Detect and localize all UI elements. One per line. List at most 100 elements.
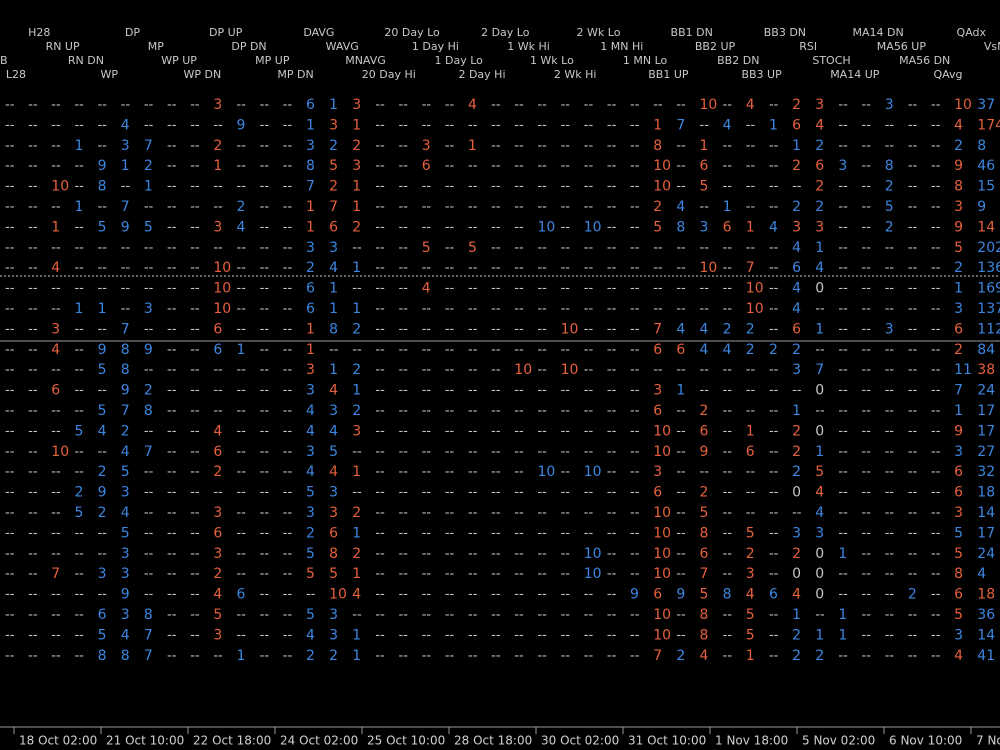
empty-cell: -- <box>190 261 200 276</box>
empty-cell: -- <box>28 546 38 561</box>
signal-value: 7 <box>329 199 338 215</box>
empty-cell: -- <box>746 118 756 133</box>
empty-cell: -- <box>468 628 478 643</box>
empty-cell: -- <box>237 261 247 276</box>
empty-cell: -- <box>352 240 362 255</box>
empty-cell: -- <box>537 98 547 113</box>
signal-value: 7 <box>306 179 315 195</box>
empty-cell: -- <box>422 404 432 419</box>
signal-value: 8 <box>121 362 130 378</box>
empty-cell: -- <box>167 118 177 133</box>
empty-cell: -- <box>5 465 15 480</box>
empty-cell: -- <box>5 118 15 133</box>
empty-cell: -- <box>283 444 293 459</box>
column-header: B <box>0 54 8 67</box>
empty-cell: -- <box>74 179 84 194</box>
empty-cell: -- <box>514 608 524 623</box>
empty-cell: -- <box>769 608 779 623</box>
empty-cell: -- <box>283 179 293 194</box>
empty-cell: -- <box>260 118 270 133</box>
signal-value: 6 <box>723 219 732 235</box>
empty-cell: -- <box>28 98 38 113</box>
signal-value: 3 <box>329 117 338 133</box>
empty-cell: -- <box>561 261 571 276</box>
empty-cell: -- <box>862 240 872 255</box>
signal-value: 3 <box>121 485 130 501</box>
signal-value: 1 <box>352 464 361 480</box>
empty-cell: -- <box>630 98 640 113</box>
empty-cell: -- <box>167 220 177 235</box>
empty-cell: -- <box>723 98 733 113</box>
empty-cell: -- <box>908 485 918 500</box>
empty-cell: -- <box>838 240 848 255</box>
empty-cell: -- <box>422 179 432 194</box>
empty-cell: -- <box>838 322 848 337</box>
empty-cell: -- <box>584 179 594 194</box>
signal-value: 1 <box>746 648 755 664</box>
empty-cell: -- <box>422 200 432 215</box>
empty-cell: -- <box>190 220 200 235</box>
signal-value: 2 <box>237 199 246 215</box>
empty-cell: -- <box>607 220 617 235</box>
empty-cell: -- <box>352 485 362 500</box>
empty-cell: -- <box>445 506 455 521</box>
empty-cell: -- <box>190 628 200 643</box>
empty-cell: -- <box>607 159 617 174</box>
signal-value: 2 <box>769 342 778 358</box>
empty-cell: -- <box>723 383 733 398</box>
signal-value: 32 <box>977 464 995 480</box>
signal-value: 5 <box>746 525 755 541</box>
empty-cell: -- <box>838 485 848 500</box>
empty-cell: -- <box>445 587 455 602</box>
empty-cell: -- <box>561 465 571 480</box>
empty-cell: -- <box>607 485 617 500</box>
empty-cell: -- <box>561 567 571 582</box>
signal-value: 5 <box>700 505 709 521</box>
signal-value: 1 <box>792 138 801 154</box>
signal-value: 18 <box>977 587 995 603</box>
empty-cell: -- <box>352 608 362 623</box>
empty-cell: -- <box>283 628 293 643</box>
empty-cell: -- <box>237 465 247 480</box>
signal-value: 1 <box>352 525 361 541</box>
empty-cell: -- <box>422 220 432 235</box>
empty-cell: -- <box>908 424 918 439</box>
empty-cell: -- <box>723 444 733 459</box>
empty-cell: -- <box>74 404 84 419</box>
signal-value: 3 <box>144 301 153 317</box>
empty-cell: -- <box>514 424 524 439</box>
empty-cell: -- <box>74 342 84 357</box>
signal-value: 2 <box>792 627 801 643</box>
empty-cell: -- <box>283 465 293 480</box>
signal-value: 5 <box>306 566 315 582</box>
empty-cell: -- <box>630 363 640 378</box>
empty-cell: -- <box>144 322 154 337</box>
empty-cell: -- <box>908 261 918 276</box>
empty-cell: -- <box>885 302 895 317</box>
empty-cell: -- <box>491 465 501 480</box>
empty-cell: -- <box>700 383 710 398</box>
empty-cell: -- <box>144 485 154 500</box>
signal-value: 1 <box>352 627 361 643</box>
empty-cell: -- <box>260 424 270 439</box>
empty-cell: -- <box>283 138 293 153</box>
empty-cell: -- <box>931 342 941 357</box>
empty-cell: -- <box>838 383 848 398</box>
empty-cell: -- <box>98 118 108 133</box>
empty-cell: -- <box>862 302 872 317</box>
column-header: BB1 DN <box>671 26 713 39</box>
empty-cell: -- <box>167 404 177 419</box>
empty-cell: -- <box>908 526 918 541</box>
signal-value: 9 <box>144 342 153 358</box>
signal-value: 5 <box>306 607 315 623</box>
empty-cell: -- <box>700 118 710 133</box>
signal-value: 3 <box>329 505 338 521</box>
empty-cell: -- <box>607 98 617 113</box>
empty-cell: -- <box>885 261 895 276</box>
signal-value: 1 <box>329 97 338 113</box>
empty-cell: -- <box>445 240 455 255</box>
empty-cell: -- <box>514 118 524 133</box>
empty-cell: -- <box>144 118 154 133</box>
empty-cell: -- <box>74 546 84 561</box>
empty-cell: -- <box>723 159 733 174</box>
